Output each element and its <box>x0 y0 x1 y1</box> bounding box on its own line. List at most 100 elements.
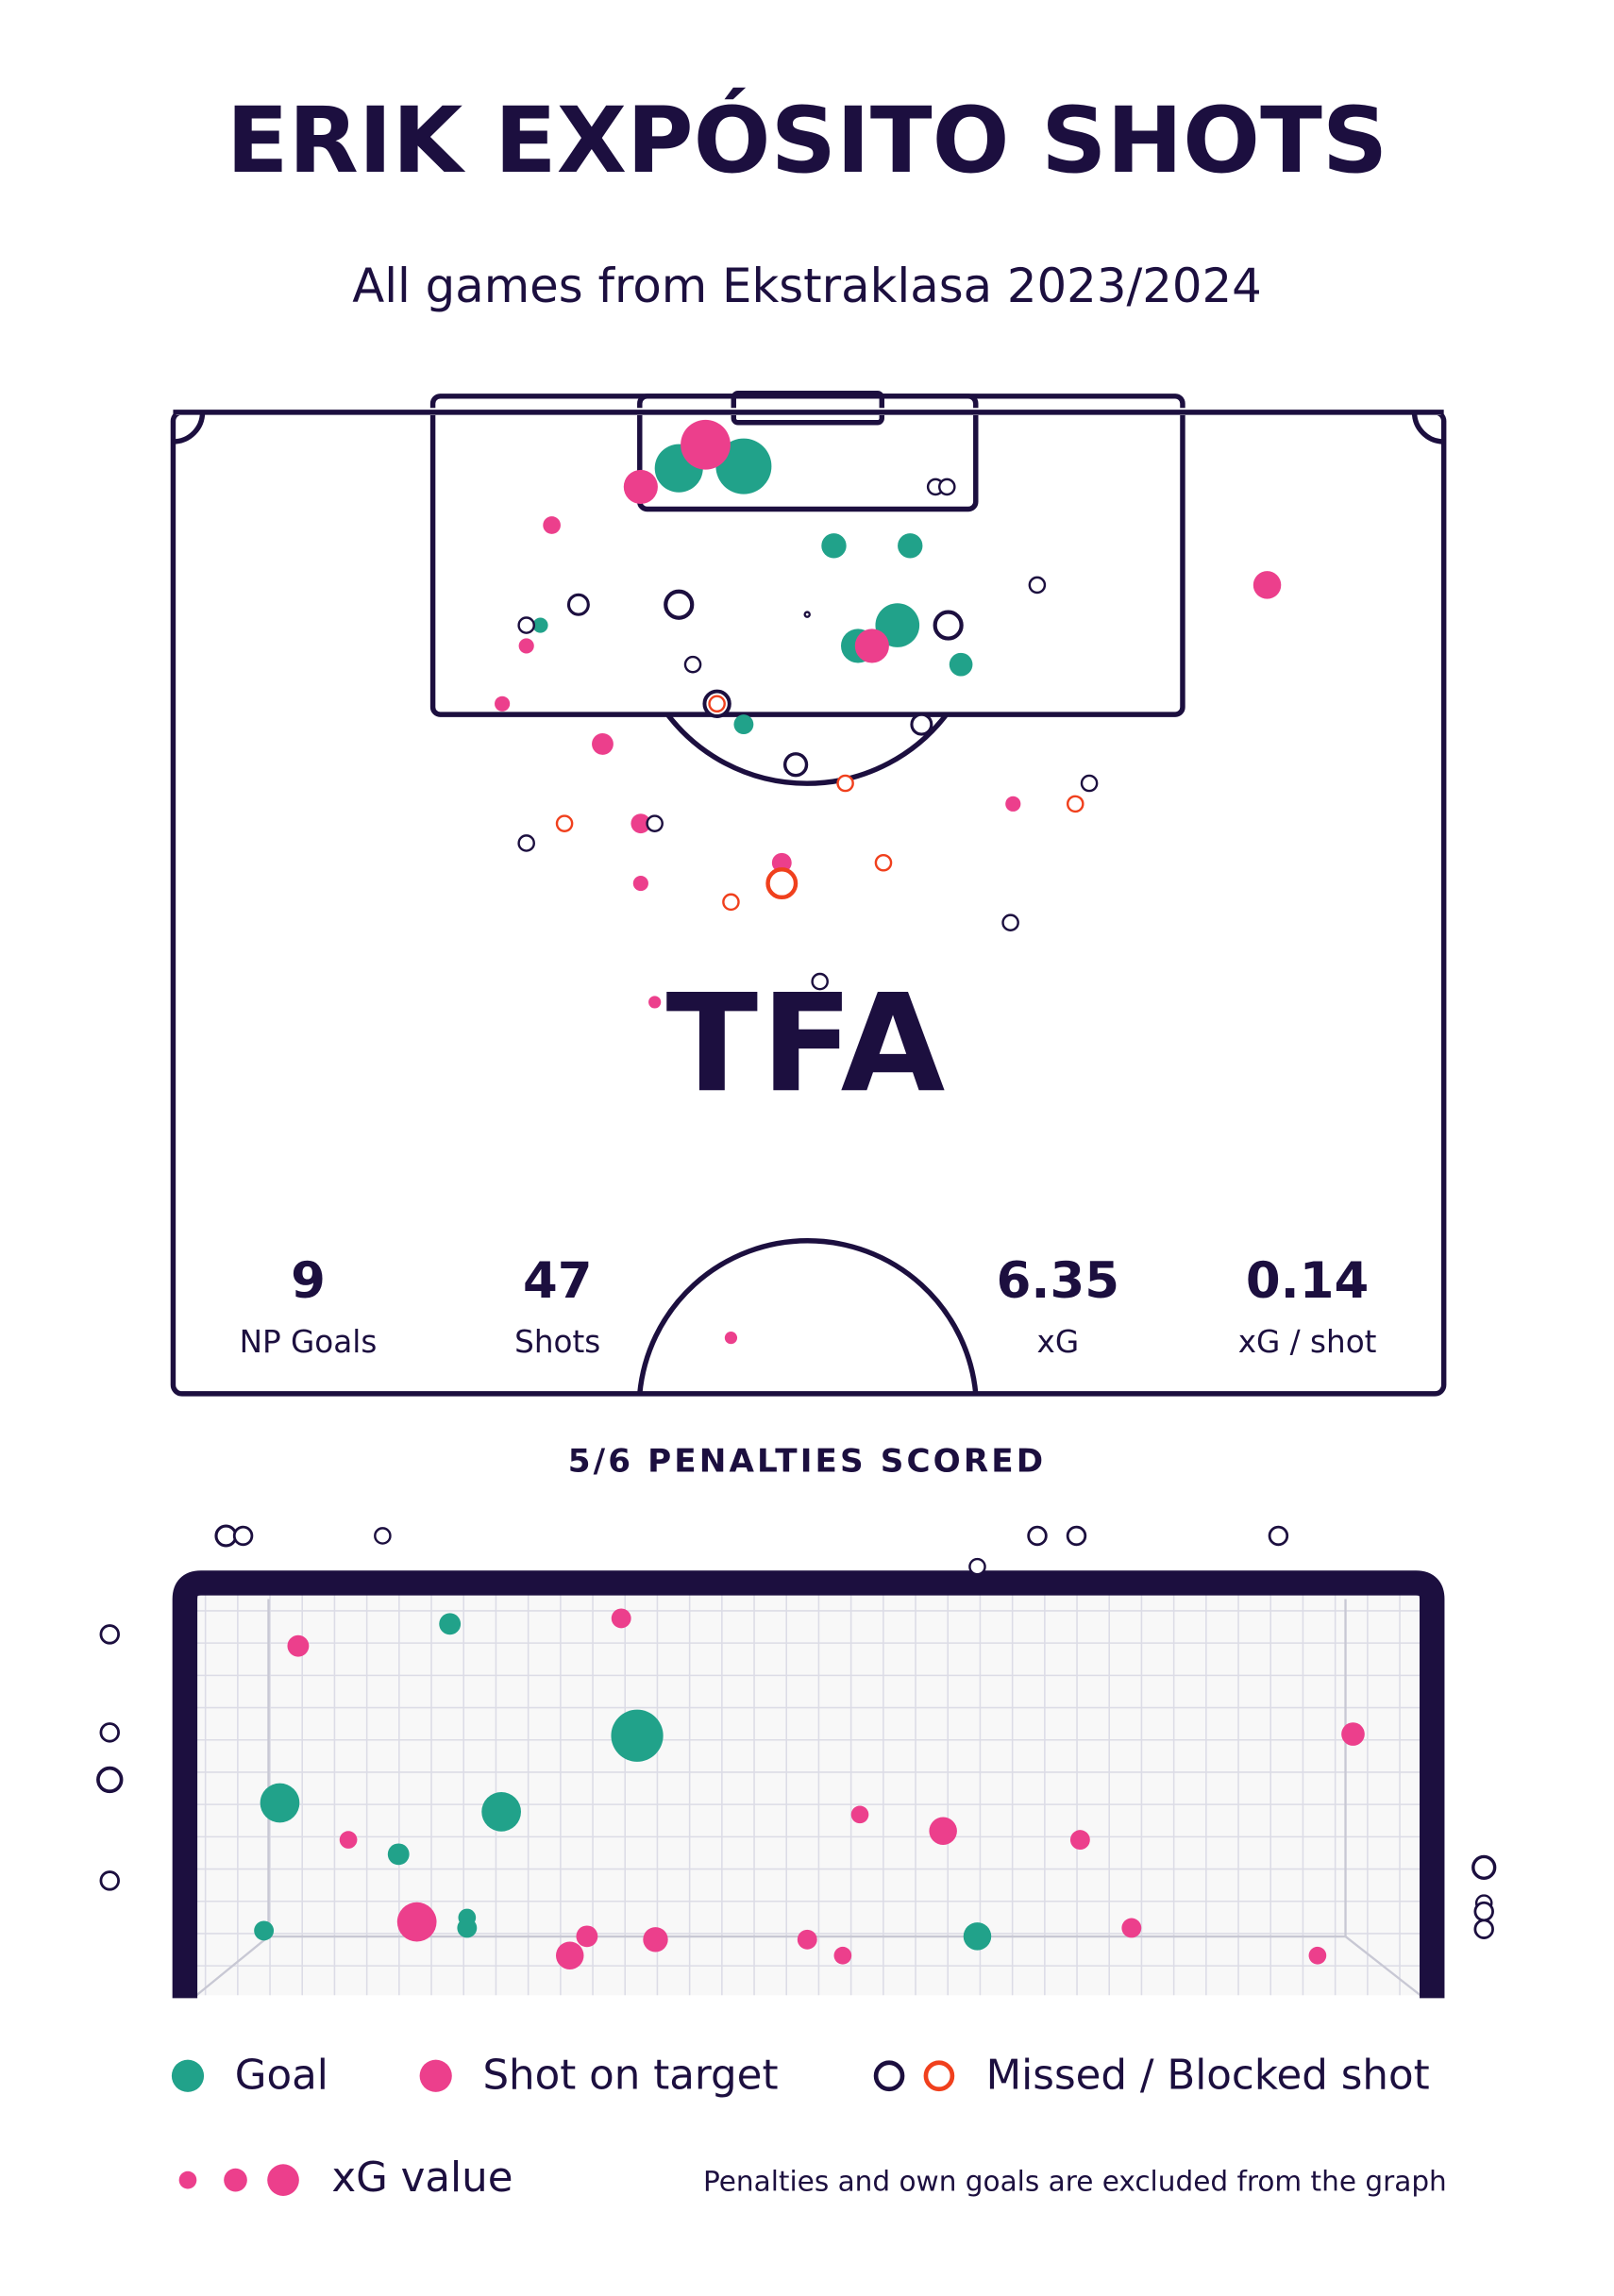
pitch-shot <box>1028 576 1047 595</box>
stats: 9 NP Goals 47 Shots 6.35 xG 0.14 xG / shot <box>240 1252 1377 1360</box>
goal-shot <box>833 1946 852 1965</box>
pitch-shot <box>632 876 648 892</box>
pitch-shot <box>648 996 662 1009</box>
goal-shot <box>1471 1854 1497 1881</box>
pitch-shot <box>543 516 561 534</box>
stat-label: xG / shot <box>1238 1324 1377 1360</box>
subtitle: All games from Ekstraklasa 2023/2024 <box>352 259 1262 313</box>
stat-value: 9 <box>291 1252 326 1310</box>
legend: Goal Shot on target Missed / Blocked shot x… <box>171 2052 1430 2202</box>
pitch-shot <box>803 611 811 618</box>
goal-shot <box>481 1792 521 1832</box>
pitch-shot <box>517 834 535 852</box>
pitch-shot <box>532 617 548 633</box>
stat-value: 0.14 <box>1246 1252 1369 1310</box>
goal-shot <box>555 1941 584 1969</box>
goal-shot <box>850 1805 869 1824</box>
goal-shot <box>96 1766 124 1794</box>
pitch-shot <box>681 419 731 470</box>
goal-shot <box>1066 1525 1087 1547</box>
goal-shot <box>576 1925 598 1948</box>
shots <box>96 419 1497 1969</box>
goal-shot <box>1268 1525 1289 1547</box>
stat-label: xG <box>1037 1324 1080 1360</box>
pitch-shot <box>821 533 847 559</box>
goal-shot <box>963 1922 992 1951</box>
penalties-note: 5/6 PENALTIES SCORED <box>568 1442 1047 1480</box>
pitch: TFA <box>170 390 1447 1397</box>
stat-label: NP Goals <box>240 1324 378 1360</box>
xg-legend-label: xG value <box>331 2154 513 2202</box>
net-edge <box>1344 1936 1421 1997</box>
pitch-shot <box>495 696 511 712</box>
goal-shot <box>396 1902 437 1942</box>
goal-shot <box>232 1525 254 1547</box>
goal-shot <box>374 1527 392 1545</box>
pitch-shot <box>949 652 973 677</box>
legend-marker <box>419 2059 452 2092</box>
goal-shot <box>1473 1901 1494 1922</box>
pitch-shot <box>724 1332 738 1345</box>
xg-legend-dot <box>267 2164 299 2196</box>
pitch-shot <box>811 972 829 991</box>
title: ERIK EXPÓSITO SHOTS <box>227 87 1387 193</box>
goal-shot <box>457 1918 478 1938</box>
pitch-shot <box>1005 796 1021 812</box>
goal-shot <box>287 1634 310 1657</box>
pitch-shot <box>592 732 614 755</box>
goal-shot <box>611 1709 664 1762</box>
pitch-shot <box>517 616 535 634</box>
pitch-shot <box>664 589 695 620</box>
goal-shot <box>1121 1918 1142 1938</box>
goal-shot <box>99 1722 120 1743</box>
goal-shot <box>1341 1722 1365 1746</box>
pitch-shot <box>782 752 809 778</box>
pitch-shot <box>874 853 893 872</box>
legend-label: Goal <box>235 2052 328 2099</box>
stat-value: 47 <box>523 1252 593 1310</box>
pitch-shot <box>938 478 956 496</box>
goal-shot <box>643 1927 668 1952</box>
pitch-shot <box>765 867 799 900</box>
goal-shot <box>929 1817 957 1845</box>
pitch-shot <box>1253 571 1282 599</box>
pitch-shot <box>733 714 754 735</box>
pitch-shot <box>933 610 964 641</box>
pitch-shot <box>836 774 854 793</box>
stat-label: Shots <box>514 1324 600 1360</box>
goal-shot <box>339 1831 358 1849</box>
goal-shot <box>254 1920 275 1941</box>
pitch-shot <box>898 533 923 559</box>
pitch-shot <box>715 438 772 494</box>
pitch-shot <box>566 593 590 616</box>
legend-label: Shot on target <box>482 2052 778 2099</box>
xg-legend-dot <box>178 2170 197 2189</box>
pitch-shot <box>1066 795 1084 813</box>
xg-legend-dot <box>224 2168 247 2192</box>
footnote: Penalties and own goals are excluded fro… <box>703 2166 1447 2198</box>
pitch-shot <box>646 814 664 832</box>
goal-shot <box>1069 1830 1090 1851</box>
goal-shot <box>1308 1946 1327 1965</box>
goal-shot <box>1027 1525 1048 1547</box>
pitch-shot <box>623 469 658 504</box>
goal-shot <box>387 1843 410 1866</box>
pitch-shot <box>854 628 889 663</box>
goal-shot <box>611 1608 631 1629</box>
goal-shot <box>968 1557 986 1576</box>
goal-shot <box>260 1783 300 1823</box>
pitch-shot <box>683 655 702 674</box>
logo: TFA <box>666 964 949 1122</box>
goal-shot <box>439 1613 462 1635</box>
goal-shot <box>797 1929 817 1950</box>
pitch-shot <box>875 603 920 647</box>
pitch-shot <box>1001 913 1019 931</box>
goal-shot <box>99 1624 120 1645</box>
net-edge <box>195 1936 270 1997</box>
legend-marker <box>873 2060 905 2092</box>
goal-shot <box>214 1524 238 1548</box>
pitch-shot <box>722 893 740 912</box>
legend-marker <box>923 2060 955 2092</box>
